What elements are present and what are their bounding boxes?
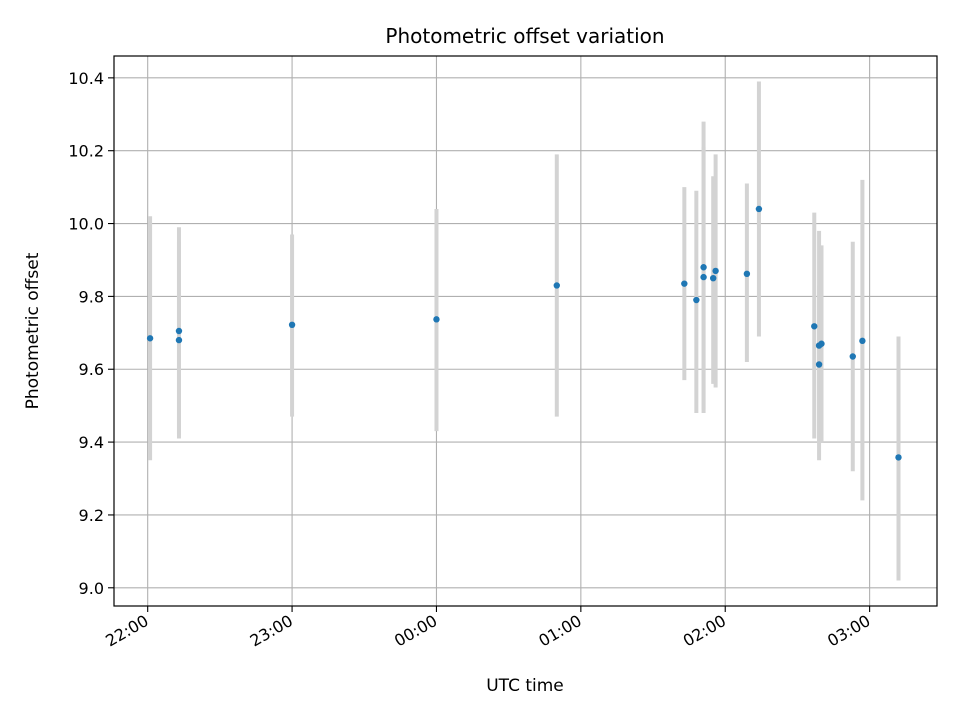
y-tick-label: 9.2 — [79, 506, 104, 525]
data-point — [288, 321, 296, 329]
plot-area — [114, 56, 937, 606]
data-point — [553, 282, 560, 289]
y-tick-label: 10.0 — [68, 215, 104, 234]
chart-title: Photometric offset variation — [385, 24, 664, 48]
data-point — [700, 273, 707, 281]
data-point — [818, 340, 825, 347]
grid-lines — [114, 56, 937, 606]
y-tick-label: 10.2 — [68, 142, 104, 161]
data-point — [849, 353, 856, 360]
data-point — [681, 280, 688, 287]
data-point — [755, 205, 763, 213]
y-tick-label: 9.8 — [79, 287, 104, 306]
y-axis-label: Photometric offset — [23, 252, 43, 409]
y-tick-label: 9.4 — [79, 433, 104, 452]
plot-frame — [113, 55, 938, 607]
y-tick-label: 9.6 — [79, 360, 104, 379]
data-point — [859, 337, 866, 345]
data-point — [815, 361, 823, 368]
data-point — [712, 267, 719, 275]
data-point — [433, 316, 440, 323]
data-point — [710, 274, 717, 282]
data-points — [146, 205, 902, 461]
data-point — [700, 264, 707, 271]
y-axis-ticks: 9.0 9.2 9.4 9.6 9.8 10.0 10.2 10.4 — [68, 69, 114, 598]
y-tick-label: 9.0 — [79, 579, 104, 598]
data-point — [175, 327, 183, 335]
x-axis-label: UTC time — [486, 676, 564, 696]
data-point — [743, 270, 751, 278]
data-point — [175, 336, 183, 344]
y-tick-label: 10.4 — [68, 69, 104, 88]
data-point — [146, 335, 154, 342]
data-point — [895, 454, 902, 461]
data-point — [811, 323, 818, 330]
data-point — [693, 296, 700, 304]
